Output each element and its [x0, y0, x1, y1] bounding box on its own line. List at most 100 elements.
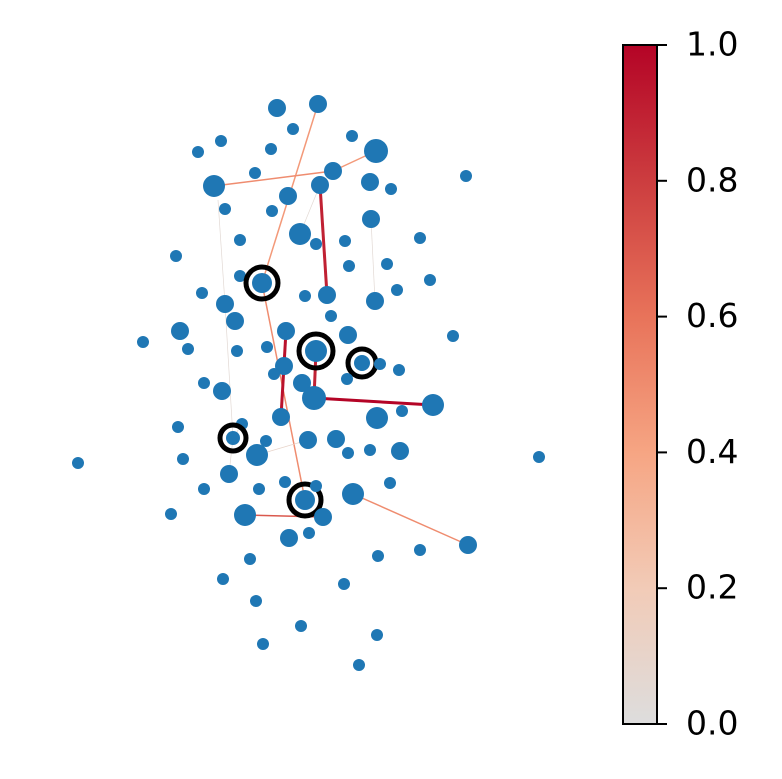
node — [246, 444, 268, 466]
colorbar-tick-label: 0.2 — [686, 568, 738, 607]
node — [366, 407, 388, 429]
node — [252, 273, 272, 293]
colorbar-tick-label: 0.4 — [686, 432, 738, 471]
node — [182, 343, 194, 355]
edge — [352, 493, 469, 546]
node — [216, 295, 234, 313]
node — [374, 358, 386, 370]
node — [244, 553, 256, 565]
edge — [318, 184, 329, 296]
node — [325, 310, 337, 322]
node — [295, 620, 307, 632]
node — [257, 638, 269, 650]
node — [305, 340, 327, 362]
node — [266, 205, 278, 217]
node — [460, 170, 472, 182]
node — [422, 394, 444, 416]
node — [293, 374, 311, 392]
node — [287, 123, 299, 135]
node — [299, 290, 311, 302]
node — [234, 504, 256, 526]
node — [362, 210, 380, 228]
node — [391, 284, 403, 296]
node — [310, 480, 322, 492]
node — [314, 508, 332, 526]
node — [354, 355, 370, 371]
node — [339, 326, 357, 344]
node — [318, 286, 336, 304]
node — [302, 386, 326, 410]
node — [196, 287, 208, 299]
node — [137, 336, 149, 348]
node — [447, 330, 459, 342]
node — [261, 341, 273, 353]
node — [250, 595, 262, 607]
node — [234, 234, 246, 246]
node — [391, 442, 409, 460]
edge — [313, 396, 434, 407]
node — [172, 421, 184, 433]
highlight-ring — [217, 422, 249, 454]
node — [253, 483, 265, 495]
node — [289, 223, 311, 245]
node — [226, 431, 240, 445]
node — [414, 232, 426, 244]
edge — [224, 303, 234, 439]
node — [341, 373, 353, 385]
node — [198, 483, 210, 495]
node — [311, 176, 329, 194]
highlight-ring — [286, 481, 324, 519]
node — [198, 377, 210, 389]
nodes — [72, 95, 545, 671]
node — [170, 250, 182, 262]
node — [364, 444, 376, 456]
colorbar-tick-label: 1.0 — [686, 25, 738, 64]
node — [226, 312, 244, 330]
node — [414, 544, 426, 556]
node — [280, 529, 298, 547]
node — [303, 527, 315, 539]
node — [393, 364, 405, 376]
node — [381, 258, 393, 270]
node — [268, 99, 286, 117]
node — [295, 490, 315, 510]
node — [342, 483, 364, 505]
node — [361, 173, 379, 191]
node — [372, 550, 384, 562]
node — [459, 536, 477, 554]
node — [219, 203, 231, 215]
node — [177, 453, 189, 465]
node — [272, 408, 290, 426]
node — [533, 451, 545, 463]
node — [234, 270, 246, 282]
node — [279, 187, 297, 205]
colorbar-ticks: 0.0 0.2 0.4 0.6 0.8 1.0 — [657, 25, 738, 743]
edge — [217, 199, 226, 305]
node — [353, 659, 365, 671]
node — [364, 139, 388, 163]
node — [275, 357, 293, 375]
node — [339, 235, 351, 247]
node — [268, 368, 280, 380]
highlight-ring — [296, 331, 336, 371]
colorbar-tick-label: 0.0 — [686, 704, 738, 743]
node — [279, 476, 291, 488]
node — [371, 629, 383, 641]
node — [338, 578, 350, 590]
node — [396, 405, 408, 417]
node — [384, 477, 396, 489]
highlight-ring — [243, 264, 281, 302]
node — [366, 292, 384, 310]
node — [249, 167, 261, 179]
node — [346, 130, 358, 142]
edge — [213, 170, 334, 187]
node — [213, 382, 231, 400]
node — [424, 274, 436, 286]
node — [72, 457, 84, 469]
node — [265, 143, 277, 155]
node — [342, 447, 354, 459]
node — [165, 508, 177, 520]
node — [215, 135, 227, 147]
node — [309, 95, 327, 113]
